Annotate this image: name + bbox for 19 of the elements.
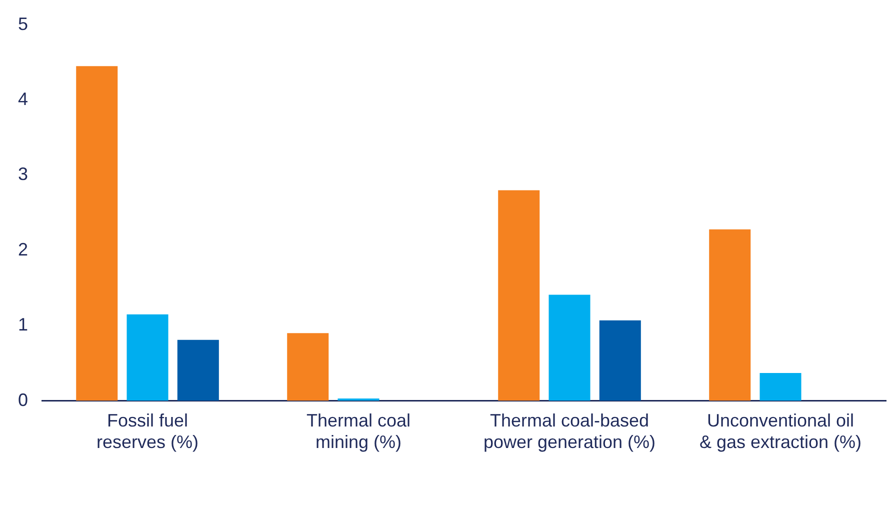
x-tick-label: Fossil fuel reserves (%): [96, 410, 199, 452]
y-tick-label: 3: [18, 164, 28, 184]
bar: [126, 314, 168, 401]
y-tick-label: 2: [18, 239, 28, 260]
x-tick-label: Unconventional oil & gas extraction (%): [699, 410, 862, 452]
bar: [76, 66, 118, 401]
y-tick-label: 0: [18, 390, 28, 410]
bar: [709, 229, 751, 401]
bar: [548, 294, 590, 401]
bar: [760, 372, 802, 401]
bar: [287, 333, 329, 401]
y-tick-label: 4: [18, 88, 28, 109]
bar: [599, 320, 641, 401]
x-tick-label: Thermal coal mining (%): [306, 410, 411, 452]
bar: [498, 190, 540, 401]
bar: [177, 340, 219, 401]
x-tick-label: Thermal coal-based power generation (%): [483, 410, 656, 452]
y-tick-label: 5: [18, 14, 28, 34]
y-tick-label: 1: [18, 314, 28, 335]
